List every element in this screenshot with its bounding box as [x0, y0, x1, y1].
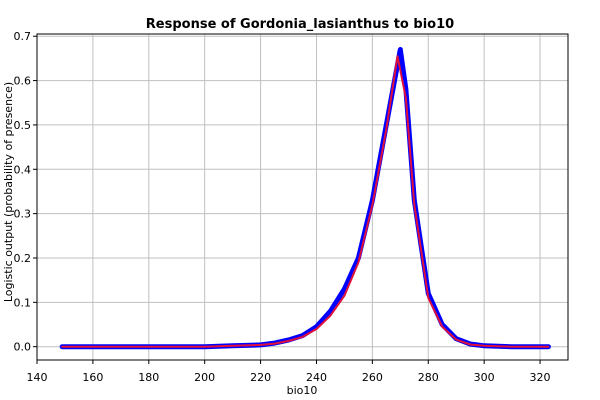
- x-ticks: 140 160 180 200 220 240 260 280 300 320: [27, 360, 551, 384]
- x-tick-label: 280: [418, 371, 439, 384]
- grid-layer: [37, 34, 568, 360]
- x-tick-label: 180: [138, 371, 159, 384]
- plot-frame: [36, 33, 569, 361]
- y-tick-label: 0.6: [14, 75, 32, 88]
- x-tick-label: 240: [306, 371, 327, 384]
- x-tick-label: 200: [194, 371, 215, 384]
- x-tick-label: 320: [530, 371, 551, 384]
- y-tick-label: 0.5: [14, 119, 32, 132]
- y-ticks: 0.0 0.1 0.2 0.3 0.4 0.5 0.6 0.7: [14, 30, 37, 354]
- series-line-red: [61, 55, 550, 348]
- chart-title: Response of Gordonia_lasianthus to bio10: [146, 17, 454, 32]
- y-tick-label: 0.0: [14, 341, 32, 354]
- y-tick-label: 0.1: [14, 296, 32, 309]
- y-tick-label: 0.4: [14, 163, 32, 176]
- x-tick-label: 300: [474, 371, 495, 384]
- y-tick-label: 0.2: [14, 252, 32, 265]
- x-tick-label: 140: [27, 371, 48, 384]
- y-tick-label: 0.7: [14, 30, 32, 43]
- x-axis-label: bio10: [287, 384, 318, 397]
- y-axis-label: Logistic output (probability of presence…: [2, 82, 15, 302]
- x-tick-label: 260: [362, 371, 383, 384]
- x-tick-label: 220: [250, 371, 271, 384]
- x-tick-label: 160: [82, 371, 103, 384]
- series-layer: [59, 47, 551, 350]
- y-tick-label: 0.3: [14, 208, 32, 221]
